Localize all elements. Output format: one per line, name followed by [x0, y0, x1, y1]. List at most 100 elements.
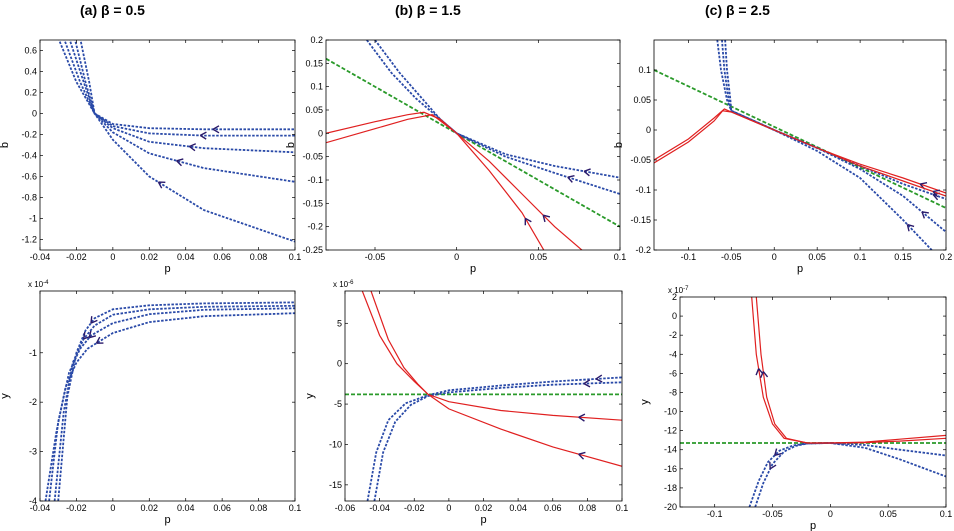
y-tick-label: -10 [664, 407, 677, 417]
direction-arrow-3 [906, 223, 915, 232]
y-tick-label: 0.05 [305, 105, 323, 115]
direction-arrow-2 [583, 379, 591, 388]
y-tick-label: 0 [32, 109, 37, 119]
y-axis-label: b [0, 142, 11, 148]
plot-area [44, 301, 295, 501]
axes-frame [653, 39, 947, 251]
x-tick-label: 0.06 [213, 252, 231, 262]
series-stable-1 [366, 40, 620, 179]
x-tick-label: 0.04 [177, 252, 195, 262]
y-axis-label: y [0, 393, 11, 399]
y-tick-label: 2 [672, 292, 677, 302]
plot-area [680, 297, 946, 507]
x-tick-label: 0 [772, 252, 777, 262]
x-axis-label: p [480, 514, 486, 526]
y-tick-label: 0.6 [24, 46, 37, 56]
series-stable-1 [366, 376, 622, 501]
x-tick-label: 0.2 [940, 252, 953, 262]
axes-frame [325, 39, 621, 251]
y-tick-label: -8 [669, 387, 677, 397]
x-tick-label: 0 [454, 252, 459, 262]
y-tick-label: -6 [669, 368, 677, 378]
axes-frame [344, 290, 623, 502]
direction-arrow-2 [774, 448, 782, 456]
chart-b-top: -0.05 0 0.05 0.1 0.2 0.15 0.1 0.05 0 -0.05 -0.1 -0.… [285, 35, 626, 275]
direction-arrow-4 [524, 217, 532, 226]
direction-arrow-3 [542, 214, 551, 223]
series-asymptote-0 [326, 57, 620, 228]
series-unstable-3 [361, 291, 622, 421]
y-tick-label: -2 [29, 397, 37, 407]
series-stable-3 [44, 312, 295, 501]
series-stable-0 [57, 301, 295, 501]
direction-arrow-2 [567, 175, 575, 183]
series-stable-2 [68, 40, 295, 154]
series-unstable-5 [654, 108, 946, 197]
y-tick-label: -0.1 [307, 175, 323, 185]
series-unstable-4 [326, 111, 545, 250]
x-tick-label: 0.1 [854, 252, 867, 262]
y-tick-label: -0.05 [630, 155, 651, 165]
y-tick-label: -16 [664, 464, 677, 474]
series-stable-4 [79, 40, 295, 243]
y-tick-label: -2 [669, 330, 677, 340]
x-tick-label: -0.04 [369, 503, 390, 513]
direction-arrow-0 [212, 125, 220, 134]
series-stable-1 [63, 40, 295, 137]
x-tick-label: 0.05 [530, 252, 548, 262]
series-stable-1 [754, 442, 946, 507]
x-tick-label: -0.1 [707, 509, 723, 519]
series-stable-1 [716, 40, 946, 200]
x-tick-label: 0.04 [177, 503, 195, 513]
direction-arrow-3 [95, 336, 104, 344]
y-tick-label: -0.2 [21, 130, 37, 140]
x-tick-label: 0.06 [213, 503, 231, 513]
direction-arrow-2 [188, 143, 197, 152]
x-tick-label: -0.02 [404, 503, 425, 513]
x-tick-label: 0.02 [141, 252, 159, 262]
axes-frame [39, 39, 296, 251]
series-stable-0 [58, 40, 295, 131]
direction-arrow-3 [578, 413, 586, 422]
direction-arrow-3 [176, 158, 184, 167]
direction-arrow-4 [157, 181, 166, 189]
x-tick-label: 0.1 [616, 503, 629, 513]
y-tick-label: -0.2 [307, 222, 323, 232]
y-tick-label: -5 [334, 399, 342, 409]
y-tick-label: -4 [29, 496, 37, 506]
x-tick-label: 0.1 [614, 252, 627, 262]
x-tick-label: 0.08 [250, 252, 268, 262]
x-tick-label: -0.04 [30, 503, 51, 513]
series-stable-3 [724, 40, 933, 250]
y-tick-label: -12 [664, 426, 677, 436]
panel-title-b: (b) β = 1.5 [395, 2, 461, 18]
x-tick-label: 0.1 [940, 509, 953, 519]
x-axis-label: p [164, 263, 170, 275]
y-axis-label: b [613, 142, 625, 148]
y-axis-label: y [639, 399, 651, 405]
x-tick-label: -0.05 [762, 509, 783, 519]
direction-arrow-1 [199, 131, 207, 140]
y-tick-label: -15 [329, 480, 342, 490]
axis-multiplier: x 10-6 [333, 280, 354, 289]
y-tick-label: 0.1 [310, 82, 323, 92]
x-tick-label: -0.05 [365, 252, 386, 262]
x-tick-label: 0 [446, 503, 451, 513]
chart-c-top: -0.1 -0.05 0 0.05 0.1 0.15 0.2 0.1 0.05 0 -0.05 -0.… [613, 39, 953, 275]
x-tick-label: -0.02 [66, 503, 87, 513]
y-tick-label: 5 [337, 318, 342, 328]
y-tick-label: -14 [664, 445, 677, 455]
y-tick-label: 0 [672, 311, 677, 321]
chart-a-top: -0.04 -0.02 0 0.02 0.04 0.06 0.08 0.1 0.6 0.4 0.2 0… [0, 39, 301, 275]
x-tick-label: 0 [110, 503, 115, 513]
direction-arrow-0 [90, 316, 98, 324]
x-tick-label: -0.04 [30, 252, 51, 262]
y-tick-label: -0.8 [21, 193, 37, 203]
x-tick-label: 0 [110, 252, 115, 262]
series-stable-2 [748, 442, 946, 507]
y-tick-label: -4 [669, 349, 677, 359]
y-tick-label: -0.15 [630, 215, 651, 225]
direction-arrow-5 [932, 189, 941, 198]
x-tick-label: 0.08 [579, 503, 597, 513]
x-tick-label: 0.1 [289, 503, 302, 513]
